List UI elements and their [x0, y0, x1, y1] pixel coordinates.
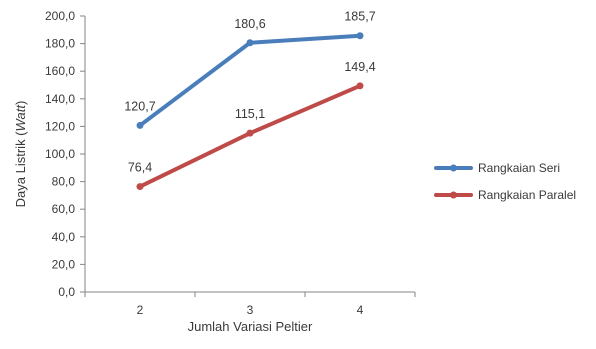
- data-point: [246, 39, 254, 47]
- x-axis-title: Jumlah Variasi Peltier: [188, 319, 313, 334]
- y-tick-label: 140,0: [45, 92, 75, 106]
- y-tick-label: 60,0: [52, 202, 76, 216]
- x-tick-label: 3: [247, 303, 254, 317]
- data-label: 115,1: [235, 107, 265, 121]
- data-point: [356, 82, 364, 90]
- data-label: 120,7: [124, 99, 155, 113]
- x-tick-label: 2: [137, 303, 144, 317]
- y-axis-title-main: Daya Listrik (: [13, 131, 28, 208]
- y-ticks: 0,0 20,0 40,0 60,0 80,0 100,0 120,0 140,0 160,0 1…: [45, 9, 85, 299]
- data-point: [356, 32, 364, 40]
- y-axis-title: Daya Listrik (Watt): [13, 101, 28, 208]
- legend-label: Rangkaian Seri: [478, 161, 560, 175]
- legend-swatch-marker: [450, 191, 457, 199]
- y-tick-label: 0,0: [58, 285, 75, 299]
- legend-swatch-marker: [450, 164, 457, 172]
- legend: Rangkaian Seri Rangkaian Paralel: [434, 161, 576, 202]
- y-tick-label: 100,0: [45, 147, 75, 161]
- y-tick-label: 200,0: [45, 9, 75, 23]
- y-tick-label: 80,0: [52, 175, 76, 189]
- data-labels: 120,7 180,6 185,7 76,4 115,1 149,4: [124, 10, 375, 175]
- legend-label: Rangkaian Paralel: [478, 188, 576, 202]
- data-point: [246, 129, 254, 137]
- x-tick-label: 4: [357, 303, 364, 317]
- y-tick-label: 180,0: [45, 37, 75, 51]
- y-axis-title-unit: Watt: [13, 104, 28, 132]
- y-tick-label: 20,0: [52, 257, 76, 271]
- data-label: 149,4: [344, 60, 375, 74]
- y-tick-label: 160,0: [45, 64, 75, 78]
- data-point: [136, 183, 144, 191]
- data-label: 76,4: [128, 161, 152, 175]
- series-layer: [136, 32, 364, 191]
- data-label: 180,6: [234, 17, 265, 31]
- data-label: 185,7: [344, 10, 375, 24]
- data-point: [136, 121, 144, 129]
- y-axis-title-close: ): [13, 101, 28, 105]
- axes: [84, 16, 415, 293]
- x-ticks: 2 3 4: [84, 292, 416, 317]
- y-tick-label: 120,0: [45, 119, 75, 133]
- y-tick-label: 40,0: [52, 230, 76, 244]
